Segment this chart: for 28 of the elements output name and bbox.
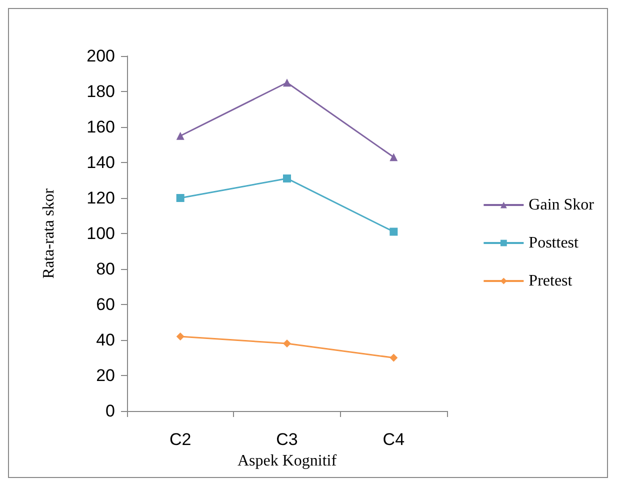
point [176,332,184,340]
y-axis-title: Rata-rata skor [40,188,58,279]
y-tick-label: 160 [86,118,115,136]
x-axis-title: Aspek Kognitif [237,452,338,470]
point [390,354,398,362]
y-tick-label: 40 [96,330,115,350]
y-tick-label: 0 [106,402,115,420]
x-tick-label: C4 [382,430,405,449]
point [176,132,184,140]
legend-label: Pretest [528,272,573,290]
y-tick-label: 20 [96,366,115,385]
legend-label: Posttest [528,234,580,252]
point [283,78,291,87]
point [176,194,184,202]
point [283,174,291,182]
y-tick-label: 80 [96,260,115,278]
point [390,228,398,236]
y-tick-label: 100 [86,224,115,243]
legend-label: Gain Skor [528,196,595,214]
point [390,153,398,162]
point [283,340,291,348]
y-tick-label: 180 [86,82,115,101]
y-tick-label: 200 [86,46,115,66]
y-tick-label: 120 [86,188,115,208]
x-tick-label: C2 [169,430,192,449]
y-tick-label: 140 [86,153,115,172]
x-tick-label: C3 [276,430,298,449]
y-tick-label: 60 [96,295,115,314]
